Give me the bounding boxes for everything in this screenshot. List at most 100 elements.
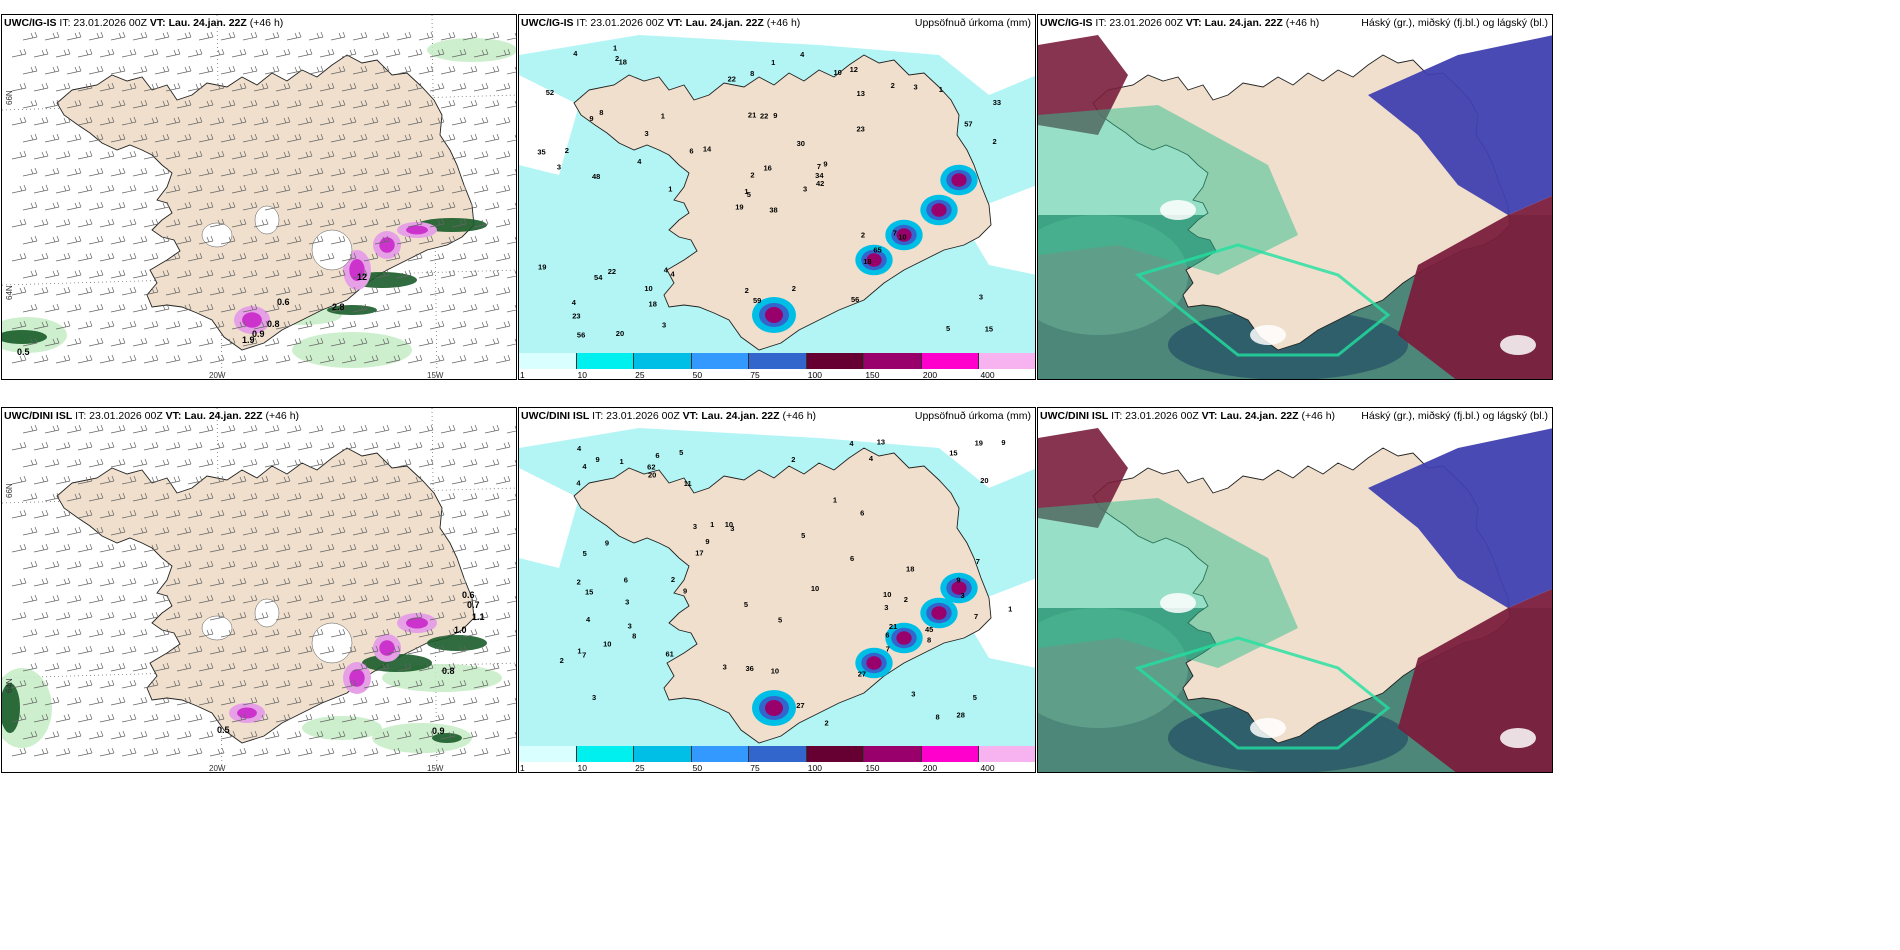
colorbar-segment [921, 746, 980, 762]
panel-header: UWC/DINI ISL IT: 23.01.2026 00Z VT: Lau.… [1040, 410, 1335, 423]
init-time: IT: 23.01.2026 00Z [59, 17, 147, 29]
colorbar-segment [519, 746, 577, 762]
precip-value-label: 45 [925, 625, 933, 634]
lead-time: (+46 h) [1285, 17, 1320, 29]
colorbar-tick-label: 10 [577, 370, 588, 380]
precip-value-label: 8 [935, 713, 939, 722]
precip-value-label: 2 [791, 455, 795, 464]
precip-value-label: 4 [577, 444, 582, 453]
colorbar-tick-label: 400 [980, 370, 995, 380]
precip-value-label: 22 [608, 267, 616, 276]
precip-value-label: 3 [911, 689, 915, 698]
precip-value-label: 2 [577, 578, 581, 587]
precip-value-label: 3 [662, 320, 666, 329]
precip-value-label: 3 [592, 693, 596, 702]
precip-value-label: 6 [885, 631, 889, 640]
precip-value-label: 2 [750, 170, 754, 179]
precip-value-label: 1 [771, 58, 775, 67]
precip-value-label: 5 [679, 448, 683, 457]
precip-value-label: 36 [745, 664, 753, 673]
precip-value-label: 18 [863, 257, 871, 266]
precip-value-label: 9 [605, 538, 609, 547]
precip-value-label: 3 [913, 83, 917, 92]
precip-value-label: 9 [705, 537, 709, 546]
precip-value-label: 1 [661, 112, 665, 121]
precip-value-label: 1 [668, 185, 672, 194]
precip-value-label: 17 [695, 548, 703, 557]
colorbar-tick-label: 50 [692, 763, 703, 773]
precip-value-label: 1 [577, 646, 581, 655]
precip-value-label: 35 [537, 147, 545, 156]
wind-value-label: 0.9 [252, 329, 265, 339]
precip-value-label: 23 [572, 312, 580, 321]
precip-value-label: 57 [964, 120, 972, 129]
precip-value-label: 21 [889, 622, 897, 631]
colorbar-segment [979, 746, 1035, 762]
valid-time: VT: Lau. 24.jan. 22Z [149, 17, 247, 29]
precip-value-label: 38 [769, 206, 777, 215]
model-name: UWC/IG-IS [1040, 17, 1093, 29]
lat-66-label: 66N [5, 483, 14, 498]
precip-value-label: 7 [582, 651, 586, 660]
wind-map: 0.5 0.9 0.8 1.0 0.7 1.1 0.6 [2, 408, 516, 772]
precip-value-label: 15 [985, 324, 993, 333]
lead-time: (+46 h) [766, 17, 801, 29]
precip-value-label: 5 [744, 600, 748, 609]
colorbar-tick-label: 75 [750, 763, 760, 773]
precip-value-label: 52 [546, 88, 554, 97]
wind-value-label: 2.8 [332, 302, 345, 312]
precip-value-label: 4 [800, 50, 805, 59]
colorbar-segment [691, 746, 750, 762]
colorbar-tick-label: 150 [865, 370, 880, 380]
precip-value-label: 18 [906, 565, 914, 574]
precip-value-label: 42 [816, 179, 824, 188]
precip-value-label: 3 [557, 163, 561, 172]
precip-value-label: 8 [750, 69, 754, 78]
colorbar-tick-label: 200 [922, 763, 938, 773]
precip-value-label: 8 [927, 635, 931, 644]
model-name: UWC/DINI ISL [1040, 410, 1109, 422]
colorbar-segment [634, 746, 692, 762]
colorbar-segment [806, 746, 865, 762]
colorbar-segment [634, 353, 692, 369]
precip-value-label: 19 [735, 203, 743, 212]
lon-20-label: 20W [209, 371, 226, 380]
lat-66-label: 66N [5, 90, 14, 105]
init-time: IT: 23.01.2026 00Z [1111, 410, 1199, 422]
precip-value-label: 1 [1008, 604, 1012, 613]
precip-value-label: 4 [637, 157, 642, 166]
panel-header: UWC/IG-IS IT: 23.01.2026 00Z VT: Lau. 24… [4, 17, 283, 30]
cloud-map [1038, 15, 1552, 379]
init-time: IT: 23.01.2026 00Z [592, 410, 680, 422]
precip-value-label: 10 [725, 520, 733, 529]
precip-value-label: 2 [671, 575, 675, 584]
colorbar-tick-label: 75 [750, 370, 760, 380]
model-name: UWC/IG-IS [4, 17, 57, 29]
precip-value-label: 3 [803, 184, 807, 193]
precip-value-label: 4 [664, 265, 669, 274]
precip-value-label: 33 [993, 98, 1001, 107]
precip-colorbar: 1 10 25 50 75 100 150 200 400 [519, 353, 1035, 379]
precip-value-label: 6 [624, 575, 628, 584]
wind-value-label: 1.9 [242, 335, 255, 345]
precip-value-label: 30 [797, 139, 805, 148]
wind-value-label: 1.0 [454, 625, 467, 635]
precip-value-label: 6 [850, 554, 854, 563]
wind-value-label: 0.5 [217, 725, 230, 735]
init-time: IT: 23.01.2026 00Z [1095, 17, 1183, 29]
precip-value-label: 61 [666, 650, 674, 659]
colorbar-tick-label: 25 [635, 763, 645, 773]
colorbar-segment [749, 746, 807, 762]
precip-value-label: 23 [856, 124, 864, 133]
precip-value-label: 2 [792, 284, 796, 293]
precip-value-label: 9 [956, 575, 960, 584]
precip-value-label: 3 [628, 622, 632, 631]
precip-value-label: 13 [857, 89, 865, 98]
precip-value-label: 21 [748, 110, 756, 119]
precip-value-label: 19 [975, 439, 983, 448]
precip-value-label: 9 [773, 111, 777, 120]
precip-value-label: 4 [582, 462, 587, 471]
precip-value-label: 27 [858, 669, 866, 678]
wind-value-label: 0.5 [17, 347, 30, 357]
precip-value-label: 7 [974, 612, 978, 621]
